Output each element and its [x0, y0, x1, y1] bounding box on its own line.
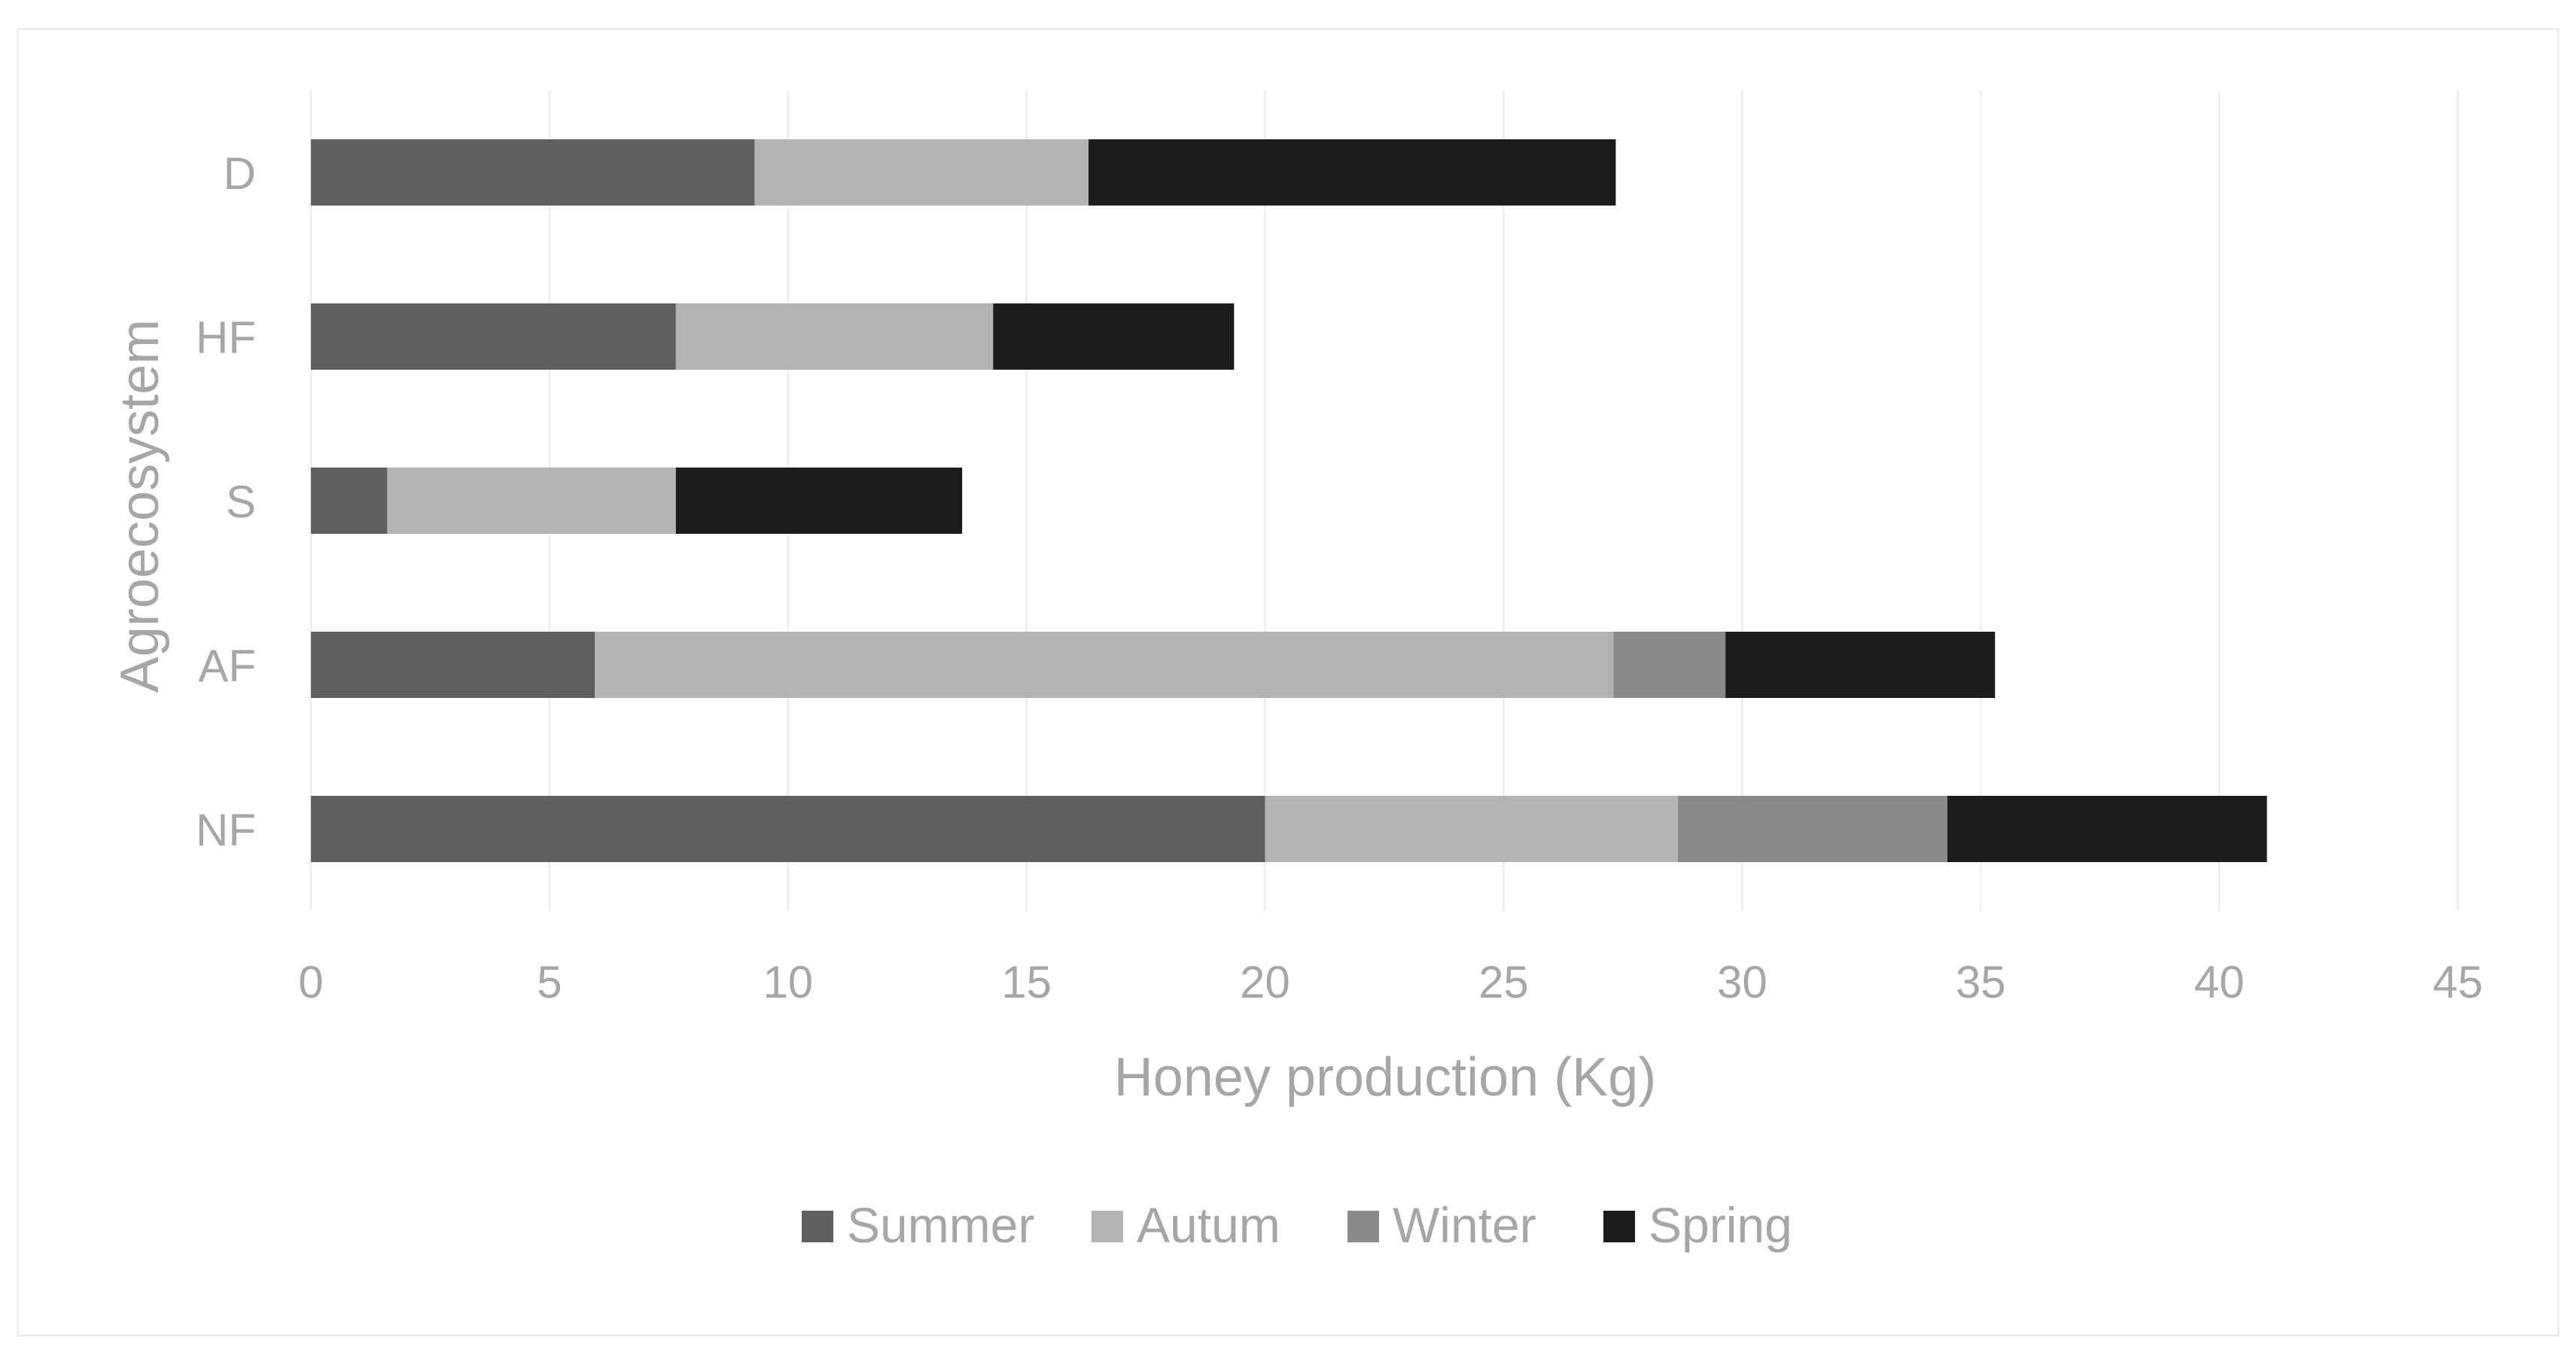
- legend-label: Spring: [1649, 1197, 1792, 1253]
- bar-segment-spring: [1725, 632, 1996, 698]
- x-tick-label: 20: [1240, 957, 1290, 1007]
- bar-segment-winter: [1613, 632, 1726, 698]
- bar-segment-winter: [1677, 796, 1947, 862]
- y-category-label: S: [226, 477, 256, 527]
- x-tick-label: 15: [1001, 957, 1052, 1007]
- x-axis-title: Honey production (Kg): [1114, 1047, 1656, 1108]
- legend-label: Autum: [1137, 1197, 1280, 1253]
- bar-segment-summer: [311, 632, 595, 698]
- y-category-label: AF: [198, 641, 256, 691]
- x-tick-label: 30: [1717, 957, 1768, 1007]
- bar-segment-autum: [595, 632, 1614, 698]
- legend-swatch: [802, 1211, 833, 1242]
- bar-segment-summer: [311, 468, 388, 534]
- gridlines: [309, 90, 2459, 911]
- legend: Summer Autum Winter Spring: [802, 1197, 1792, 1253]
- bar-segment-spring: [993, 303, 1235, 370]
- legend-swatch: [1092, 1211, 1123, 1242]
- y-axis-category-labels: NF AF S HF D: [196, 148, 256, 855]
- legend-label: Summer: [847, 1197, 1034, 1253]
- x-tick-label: 10: [763, 957, 813, 1007]
- y-axis-title: Agroecosystem: [110, 319, 170, 693]
- bar-segment-autum: [754, 139, 1089, 206]
- legend-swatch: [1347, 1211, 1379, 1242]
- x-axis-tick-labels: 0 5 10 15 20 25 30 35 40 45: [298, 957, 2483, 1007]
- y-category-label: NF: [196, 805, 256, 855]
- bars: [311, 139, 2267, 862]
- x-tick-label: 0: [298, 957, 323, 1007]
- x-tick-label: 40: [2194, 957, 2245, 1007]
- bar-segment-spring: [1089, 139, 1616, 206]
- bar-segment-autum: [675, 303, 994, 370]
- x-tick-label: 45: [2433, 957, 2483, 1007]
- legend-swatch: [1603, 1211, 1635, 1242]
- x-tick-label: 25: [1478, 957, 1529, 1007]
- x-tick-label: 5: [537, 957, 562, 1007]
- y-category-label: D: [224, 148, 256, 199]
- legend-label: Winter: [1393, 1197, 1536, 1253]
- y-category-label: HF: [196, 312, 256, 363]
- bar-segment-spring: [1947, 796, 2267, 862]
- bar-segment-spring: [675, 468, 963, 534]
- bar-segment-summer: [311, 796, 1265, 862]
- bar-segment-summer: [311, 303, 676, 370]
- x-tick-label: 35: [1956, 957, 2006, 1007]
- bar-segment-summer: [311, 139, 755, 206]
- bar-segment-autum: [387, 468, 676, 534]
- bar-segment-autum: [1265, 796, 1678, 862]
